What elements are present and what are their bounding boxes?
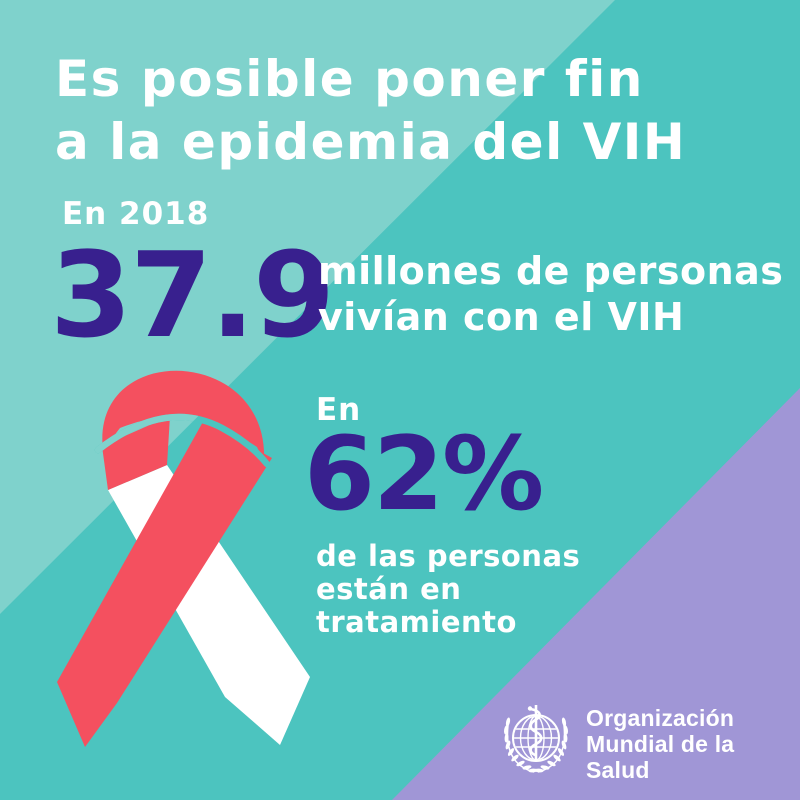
title-line2: a la epidemia del VIH — [55, 113, 687, 171]
ribbon-red-band — [57, 420, 272, 747]
stat-hiv-description: millones de personas vivían con el VIH — [318, 248, 783, 340]
stat-treatment-desc-line1: de las personas — [316, 539, 581, 573]
stat-treatment-desc-line2: están en — [316, 572, 462, 606]
ribbon-red-fold — [102, 416, 170, 490]
who-org-line1: Organización — [586, 705, 735, 731]
who-emblem-icon — [503, 705, 569, 773]
who-emblem-wreath — [503, 717, 569, 773]
who-org-name: Organización Mundial de la Salud — [586, 705, 797, 783]
stat-treatment-description: de las personas están en tratamiento — [316, 540, 580, 639]
red-awareness-ribbon-icon — [57, 370, 310, 747]
purple-corner-triangle — [392, 388, 800, 800]
stat-hiv-intro: En 2018 — [62, 196, 210, 232]
stat-hiv-value: 37.9 — [50, 226, 335, 364]
stat-hiv-desc-line1: millones de personas — [318, 249, 784, 293]
page-title: Es posible poner fin a la epidemia del V… — [55, 48, 686, 174]
who-org-line2: Mundial de la Salud — [586, 731, 735, 783]
stat-hiv-desc-line2: vivían con el VIH — [318, 295, 685, 339]
who-logo-block: Organización Mundial de la Salud — [497, 696, 797, 786]
stat-treatment-intro: En — [316, 392, 362, 428]
who-emblem-snake-staff — [527, 705, 543, 761]
title-line1: Es posible poner fin — [55, 50, 644, 108]
stat-treatment-value: 62% — [304, 415, 544, 534]
stat-treatment-desc-line3: tratamiento — [316, 605, 517, 639]
